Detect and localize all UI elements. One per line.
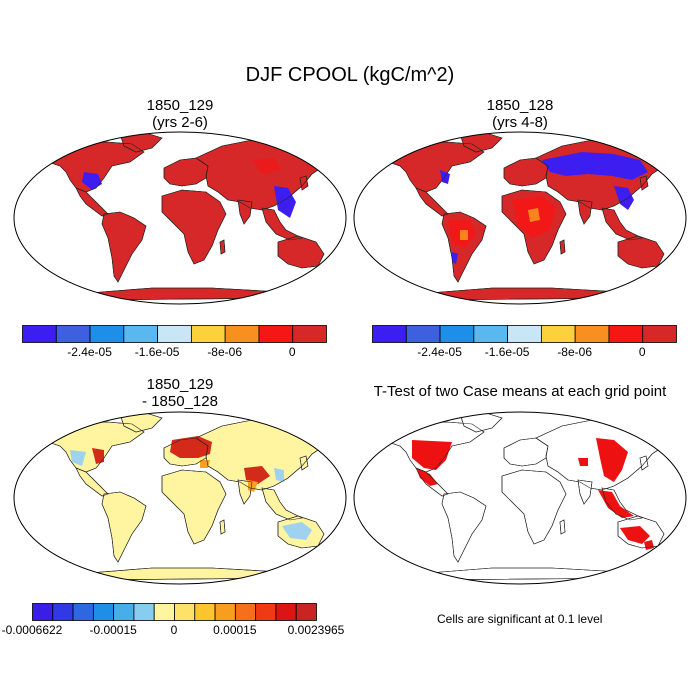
panel2-blue-region-3 — [452, 252, 458, 264]
panel2-blue-region-0 — [542, 152, 648, 180]
panel3-title: 1850_129 - 1850_128 — [80, 376, 280, 410]
panel2-title: 1850_128 (yrs 4-8) — [420, 97, 620, 131]
panel3-blue-region-0 — [70, 450, 86, 466]
panel4-significant-cells-4 — [620, 526, 650, 544]
panel3-nz-land — [327, 545, 335, 559]
cbar1-swatch-2 — [89, 325, 125, 343]
panel3-land-layer — [14, 412, 346, 584]
panel1-colorbar — [22, 325, 327, 343]
cbar2-swatch-6 — [574, 325, 610, 343]
figure-title: DJF CPOOL (kgC/m^2) — [245, 64, 455, 86]
cbar3-swatch-0 — [32, 603, 54, 621]
cbar3-swatch-12 — [275, 603, 297, 621]
colorbar-tick-label: -8e-06 — [557, 345, 592, 359]
colorbar-tick-label: -1.6e-05 — [134, 345, 180, 359]
cbar2-swatch-8 — [642, 325, 677, 343]
panel1-title-line2: (yrs 2-6) — [152, 114, 208, 131]
cbar3-swatch-11 — [255, 603, 277, 621]
panel2-blue-region-1 — [614, 186, 634, 210]
cbar1-swatch-0 — [22, 325, 57, 343]
panel1-nz-land — [327, 265, 335, 279]
panel4-map — [353, 411, 687, 585]
cbar1-swatch-6 — [224, 325, 260, 343]
panel4-significant-cells-6 — [578, 458, 588, 466]
cbar3-swatch-1 — [52, 603, 74, 621]
panel4-map-border — [353, 411, 687, 585]
cbar3-swatch-2 — [72, 603, 94, 621]
colorbar-tick-label: -0.0006622 — [1, 623, 63, 637]
cbar3-swatch-8 — [194, 603, 216, 621]
cbar2-swatch-5 — [540, 325, 576, 343]
colorbar-tick-label: -0.00015 — [89, 623, 137, 637]
cbar2-swatch-2 — [439, 325, 475, 343]
panel4-significant-cells-3 — [598, 490, 634, 518]
panel2-map-border — [353, 131, 687, 305]
colorbar-tick-label: 0.00015 — [213, 623, 257, 637]
panel1-title: 1850_129 (yrs 2-6) — [80, 97, 280, 131]
colorbar-tick-label: -8e-06 — [207, 345, 242, 359]
colorbar-tick-label: 0 — [170, 623, 178, 637]
cbar2-swatch-0 — [372, 325, 407, 343]
cbar1-swatch-4 — [157, 325, 192, 343]
cbar3-swatch-6 — [153, 603, 175, 621]
cbar3-swatch-10 — [234, 603, 257, 621]
panel4-significant-cells-1 — [416, 468, 438, 486]
panel1-blue-region-0 — [82, 172, 102, 190]
colorbar-tick-label: 0.0023965 — [287, 623, 345, 637]
panel2-title-line2: (yrs 4-8) — [492, 114, 548, 131]
panel4-title-line1: T-Test of two Case means at each grid po… — [373, 383, 667, 400]
panel3-map-border — [13, 411, 347, 585]
panel3-blue-region-1 — [282, 522, 312, 540]
cbar1-swatch-7 — [258, 325, 294, 343]
cbar3-swatch-3 — [92, 603, 115, 621]
panel4-nz-land — [667, 545, 675, 559]
panel3-title-line1: 1850_129 — [146, 376, 214, 393]
cbar1-swatch-5 — [190, 325, 226, 343]
panel3-title-line2: - 1850_128 — [142, 393, 218, 410]
panel2-title-line1: 1850_128 — [486, 97, 554, 114]
colorbar-tick-label: -2.4e-05 — [67, 345, 112, 359]
panel4-land-layer — [354, 412, 686, 584]
cbar3-swatch-13 — [295, 603, 317, 621]
panel3-blue-region-2 — [274, 468, 284, 482]
panel1-red-accent-0 — [252, 158, 282, 174]
cbar2-swatch-4 — [507, 325, 542, 343]
cbar1-swatch-1 — [55, 325, 91, 343]
colorbar-tick-label: -1.6e-05 — [484, 345, 530, 359]
panel3-red-region-1 — [244, 466, 270, 484]
cbar3-swatch-4 — [113, 603, 135, 621]
panel2-colorbar — [372, 325, 677, 343]
cbar2-swatch-7 — [608, 325, 644, 343]
cbar3-swatch-7 — [174, 603, 196, 621]
panel3-map — [13, 411, 347, 585]
colorbar-tick-label: 0 — [288, 345, 296, 359]
significance-note: Cells are significant at 0.1 level — [437, 612, 603, 626]
panel2-nz-land — [667, 265, 675, 279]
cbar1-swatch-3 — [123, 325, 159, 343]
panel3-orange-region-0 — [248, 480, 258, 492]
colorbar-tick-label: -2.4e-05 — [417, 345, 462, 359]
cbar3-swatch-9 — [214, 603, 236, 621]
panel4-title: T-Test of two Case means at each grid po… — [350, 383, 690, 400]
panel1-title-line1: 1850_129 — [146, 97, 214, 114]
panel2-orange-region-0 — [528, 208, 540, 222]
cbar2-swatch-3 — [473, 325, 509, 343]
panel2-map — [353, 131, 687, 305]
panel4-significant-cells-2 — [596, 438, 628, 482]
panel1-map-border — [13, 131, 347, 305]
panel2-land-layer — [354, 132, 686, 304]
colorbar-tick-label: 0 — [638, 345, 646, 359]
cbar1-swatch-8 — [292, 325, 327, 343]
cbar3-swatch-5 — [133, 603, 155, 621]
panel3-colorbar — [32, 603, 317, 621]
panel3-red-region-2 — [92, 448, 104, 464]
cbar2-swatch-1 — [405, 325, 441, 343]
panel1-map — [13, 131, 347, 305]
panel4-significant-cells-0 — [412, 440, 452, 470]
panel2-orange-region-1 — [460, 230, 468, 240]
panel1-land-layer — [14, 132, 346, 304]
panel1-blue-region-1 — [274, 186, 296, 218]
